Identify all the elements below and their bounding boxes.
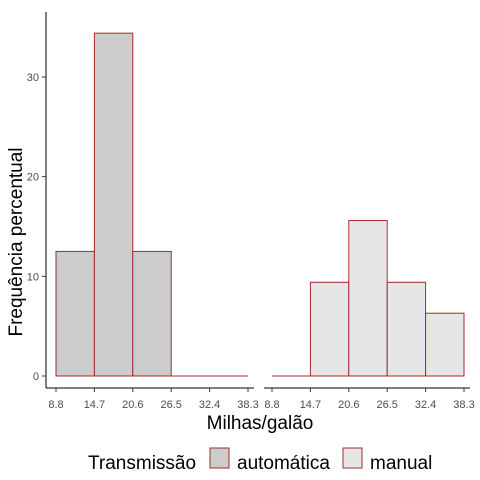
y-tick-label-0: 0 — [33, 371, 39, 383]
facet-panel-manual: 8.8 14.7 20.6 26.5 32.4 38.3 — [264, 220, 475, 411]
y-axis: 0 10 20 30 — [27, 12, 47, 388]
x-tick-label: 32.4 — [199, 399, 220, 411]
legend-title: Transmissão — [88, 453, 196, 474]
histogram-bar — [348, 220, 388, 377]
facet-panels: 8.8 14.7 20.6 26.5 32.4 38.3 8.8 14.7 20.6 26.5 32… — [46, 32, 475, 411]
legend-label-automatica: automática — [237, 453, 330, 474]
y-tick-label-20: 20 — [27, 172, 39, 184]
histogram-bar — [425, 312, 465, 377]
legend-key-automatica — [209, 447, 230, 469]
histogram-bar — [55, 250, 95, 377]
y-tick-label-10: 10 — [27, 271, 39, 283]
x-tick-label: 26.5 — [376, 399, 397, 411]
y-axis-title: Frequência percentual — [6, 147, 27, 336]
histogram-bar — [386, 281, 427, 377]
x-tick-label: 8.8 — [264, 399, 279, 411]
x-tick-label: 20.6 — [122, 399, 143, 411]
x-tick-label: 26.5 — [160, 399, 181, 411]
x-tick-label: 8.8 — [48, 399, 63, 411]
x-tick-label: 20.6 — [338, 399, 359, 411]
facet-panel-automatica: 8.8 14.7 20.6 26.5 32.4 38.3 — [46, 32, 259, 411]
y-tick-label-30: 30 — [27, 72, 39, 84]
x-tick-label: 32.4 — [415, 399, 436, 411]
legend: Transmissão automática manual — [88, 447, 432, 474]
x-tick-label: 14.7 — [84, 399, 105, 411]
histogram-bar — [309, 281, 350, 377]
x-tick-label: 38.3 — [453, 399, 474, 411]
x-tick-label: 14.7 — [300, 399, 321, 411]
x-axis-title: Milhas/galão — [207, 413, 314, 434]
legend-key-manual — [342, 447, 363, 469]
x-tick-label: 38.3 — [237, 399, 258, 411]
histogram-bar — [93, 32, 134, 377]
histogram-bar — [132, 250, 172, 377]
legend-label-manual: manual — [370, 453, 432, 474]
